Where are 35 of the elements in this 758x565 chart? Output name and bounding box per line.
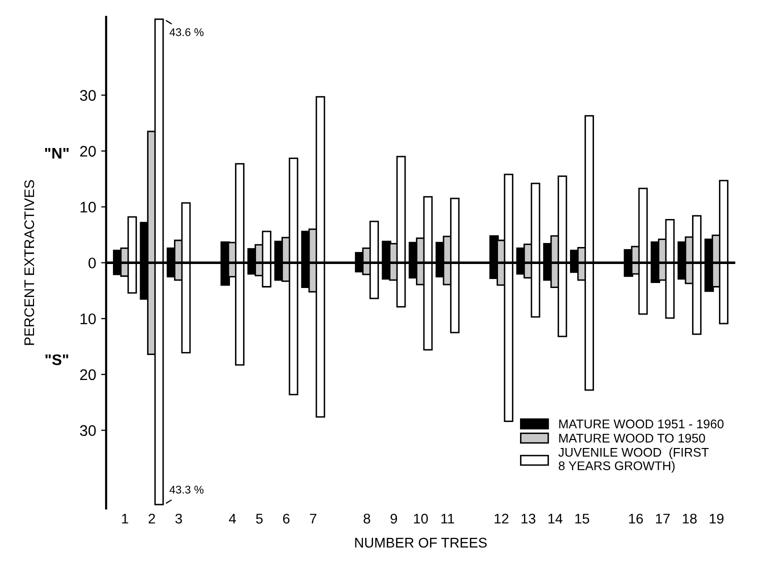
y-axis-title: PERCENT EXTRACTIVES [24, 180, 34, 345]
x-tick-label: 11 [441, 514, 454, 524]
x-tick-label: 16 [629, 514, 643, 524]
x-tick-label: 14 [548, 514, 562, 524]
legend-label: MATURE WOOD TO 1950 [559, 434, 706, 443]
x-tick-label: 19 [710, 514, 724, 524]
x-tick-label: 15 [575, 514, 590, 524]
x-tick-label: 3 [175, 514, 182, 524]
y-tick-label: 10 [80, 202, 96, 213]
x-tick-label: 8 [364, 514, 370, 524]
x-tick-label: 7 [310, 514, 316, 524]
y-tick-label: 30 [80, 425, 96, 436]
x-tick-label: 13 [522, 514, 536, 524]
text: "S" [46, 354, 68, 366]
y-tick-label: 0 [88, 258, 96, 268]
x-tick-label: 12 [494, 514, 508, 524]
x-tick-label: 6 [283, 514, 290, 524]
y-tick-label: 20 [80, 146, 96, 157]
x-tick-label: 10 [414, 514, 428, 524]
legend-label: MATURE WOOD 1951 - 1960 [559, 420, 724, 428]
annotation: 43.3 % [170, 486, 204, 494]
x-tick-label: 18 [682, 514, 697, 524]
annotation: 43.6 % [170, 28, 204, 36]
legend-label: JUVENILE WOOD (FIRST 8 YEARS GROWTH) [558, 448, 709, 473]
x-tick-label: 4 [228, 514, 236, 524]
x-tick-label: 5 [256, 514, 263, 524]
x-tick-label: 9 [390, 514, 398, 524]
x-tick-label: 17 [656, 514, 670, 524]
y-tick-label: 10 [80, 313, 96, 324]
x-tick-label: 1 [122, 514, 128, 524]
text: "N" [45, 148, 69, 159]
x-axis-title: NUMBER OF TREES [355, 538, 487, 548]
y-tick-label: 30 [80, 90, 96, 101]
x-tick-label: 2 [148, 514, 155, 524]
y-tick-label: 20 [80, 369, 96, 380]
